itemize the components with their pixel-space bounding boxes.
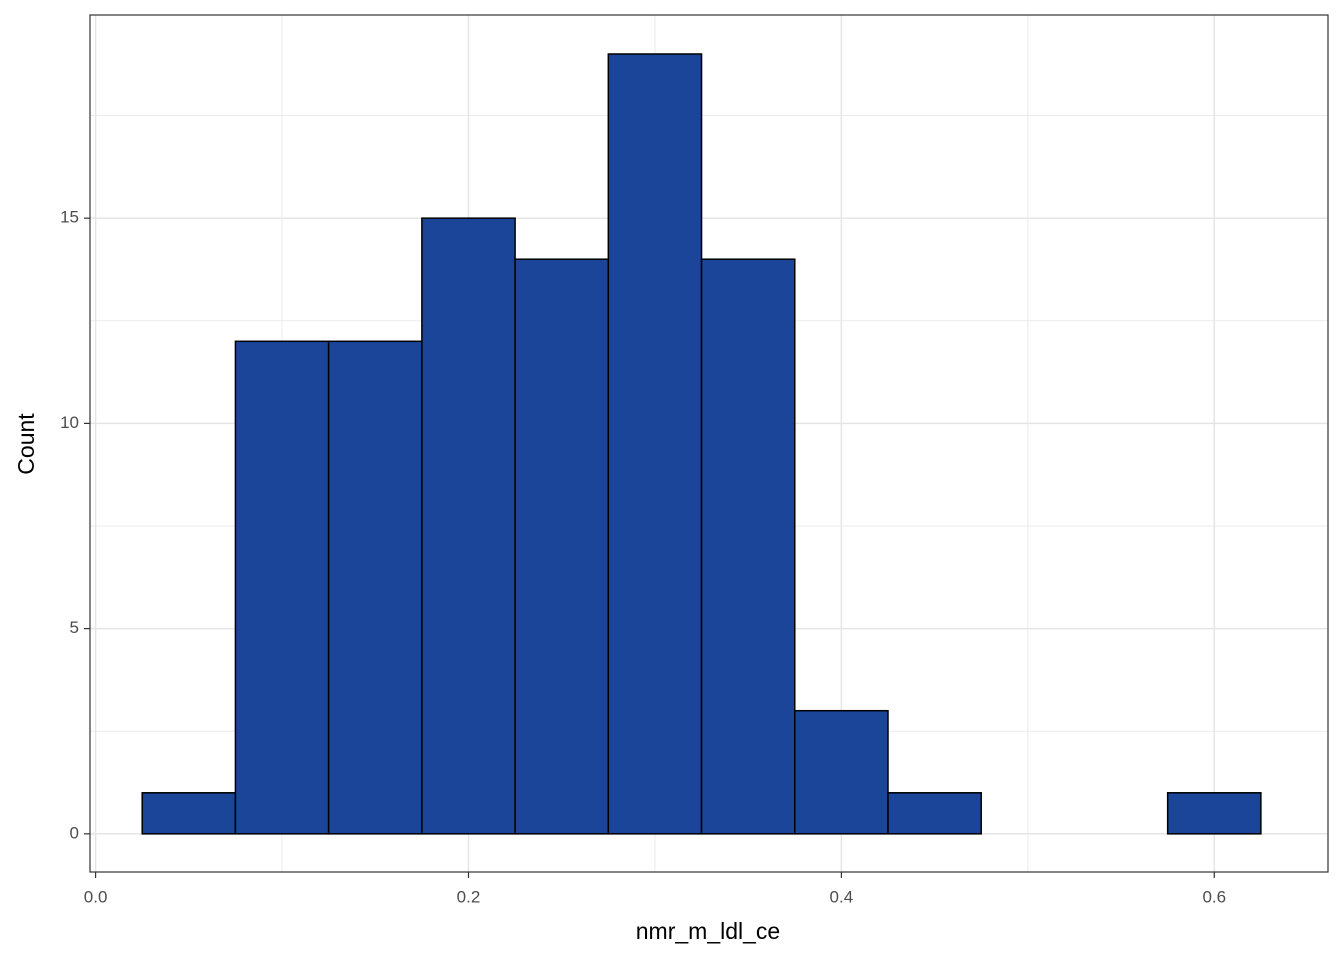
y-tick-label: 10 [60,413,79,432]
y-tick-label: 0 [70,823,79,842]
x-axis-title: nmr_m_ldl_ce [636,918,780,944]
x-tick-label: 0.2 [457,887,481,906]
x-tick-label: 0.4 [830,887,854,906]
bar [234,340,330,835]
bar [327,340,423,835]
bar [607,53,703,835]
bar [141,792,237,835]
panel-border [89,14,1329,873]
bar [700,258,796,835]
bar [794,709,889,835]
x-tick-label: 0.0 [84,887,108,906]
x-tick-label: 0.6 [1202,887,1226,906]
y-tick-label: 15 [60,208,79,227]
y-tick-label: 5 [70,618,79,637]
bar [887,792,982,835]
bar [514,258,610,835]
bar [1166,792,1262,835]
bar [421,217,516,835]
y-axis-title: Count [13,413,39,475]
